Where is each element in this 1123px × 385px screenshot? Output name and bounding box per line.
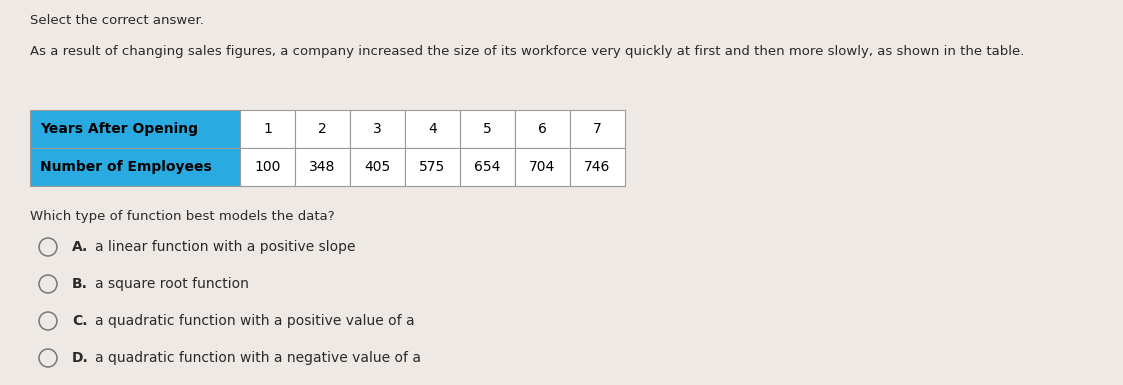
Text: 5: 5: [483, 122, 492, 136]
Text: 654: 654: [474, 160, 501, 174]
Bar: [460, 148, 515, 186]
Text: Number of Employees: Number of Employees: [40, 160, 212, 174]
Bar: [515, 110, 570, 148]
Text: 6: 6: [538, 122, 547, 136]
Bar: [460, 110, 515, 148]
Text: As a result of changing sales figures, a company increased the size of its workf: As a result of changing sales figures, a…: [30, 45, 1024, 58]
Text: C.: C.: [72, 314, 88, 328]
Bar: [515, 148, 570, 186]
Text: 4: 4: [428, 122, 437, 136]
Bar: [240, 148, 295, 186]
Bar: [405, 110, 460, 148]
Text: a square root function: a square root function: [95, 277, 249, 291]
Text: Years After Opening: Years After Opening: [40, 122, 198, 136]
Bar: [350, 110, 405, 148]
Text: D.: D.: [72, 351, 89, 365]
Text: 3: 3: [373, 122, 382, 136]
Text: a quadratic function with a positive value of a: a quadratic function with a positive val…: [95, 314, 414, 328]
Bar: [295, 148, 350, 186]
Bar: [570, 110, 626, 148]
Bar: [295, 110, 350, 148]
Bar: [570, 148, 626, 186]
Text: 575: 575: [419, 160, 446, 174]
Bar: [240, 110, 295, 148]
Text: 7: 7: [593, 122, 602, 136]
Text: Select the correct answer.: Select the correct answer.: [30, 14, 204, 27]
Text: 100: 100: [254, 160, 281, 174]
Text: A.: A.: [72, 240, 89, 254]
Text: 2: 2: [318, 122, 327, 136]
Text: 1: 1: [263, 122, 272, 136]
Text: 348: 348: [309, 160, 336, 174]
Bar: [30, 110, 240, 148]
Bar: [405, 148, 460, 186]
Text: 746: 746: [584, 160, 611, 174]
Bar: [30, 148, 240, 186]
Text: B.: B.: [72, 277, 88, 291]
Text: 704: 704: [529, 160, 556, 174]
Text: Which type of function best models the data?: Which type of function best models the d…: [30, 210, 335, 223]
Text: a quadratic function with a negative value of a: a quadratic function with a negative val…: [95, 351, 421, 365]
Text: a linear function with a positive slope: a linear function with a positive slope: [95, 240, 356, 254]
Bar: [350, 148, 405, 186]
Text: 405: 405: [364, 160, 391, 174]
